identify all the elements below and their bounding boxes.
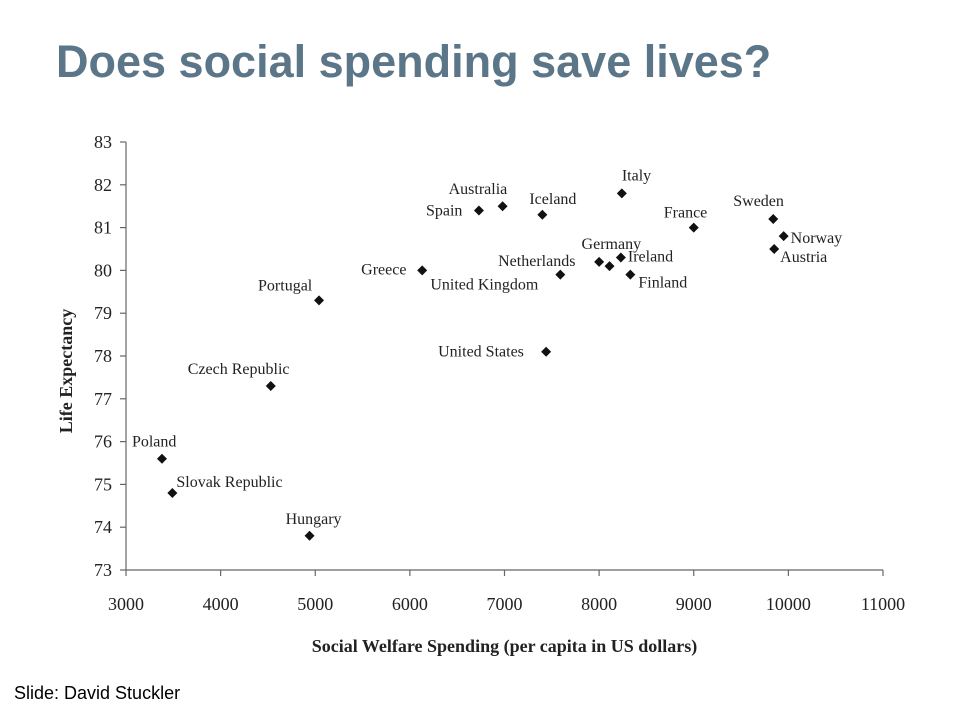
data-point-label: Hungary — [286, 511, 342, 528]
y-tick-label: 77 — [94, 389, 112, 409]
chart-point-labels: Poland Slovak Republic Czech Republic Hunga… — [132, 167, 842, 527]
data-point-label: Greece — [361, 261, 406, 278]
x-tick-label: 4000 — [203, 594, 239, 614]
data-point-marker — [417, 265, 428, 276]
data-point-marker — [167, 487, 178, 498]
x-tick-label: 5000 — [297, 594, 333, 614]
scatter-chart: 3000 4000 5000 6000 7000 8000 9000 10000 11000 73… — [56, 132, 905, 657]
x-tick-label: 3000 — [108, 594, 144, 614]
x-tick-label: 8000 — [581, 594, 617, 614]
x-tick-label: 9000 — [676, 594, 712, 614]
data-point-label: Portugal — [258, 277, 313, 294]
data-point-marker — [778, 231, 789, 242]
data-point-label: Australia — [449, 181, 508, 198]
x-tick-label: 6000 — [392, 594, 428, 614]
data-point-marker — [265, 380, 276, 391]
x-axis-title: Social Welfare Spending (per capita in U… — [312, 636, 698, 657]
slide-footer: Slide: David Stuckler — [14, 683, 181, 703]
y-tick-label: 73 — [94, 560, 112, 580]
data-point-marker — [314, 295, 325, 306]
y-tick-label: 82 — [94, 175, 112, 195]
y-tick-label: 81 — [94, 218, 112, 238]
data-point-marker — [537, 209, 548, 220]
data-point-marker — [304, 530, 315, 541]
data-point-label: Norway — [791, 230, 843, 247]
data-point-marker — [594, 256, 605, 267]
data-point-label: Austria — [780, 249, 827, 266]
data-point-marker — [769, 244, 780, 254]
data-point-label: Ireland — [628, 249, 673, 266]
data-point-label: United Kingdom — [430, 277, 539, 294]
data-point-label: Finland — [638, 275, 687, 292]
data-point-marker — [541, 346, 552, 357]
y-tick-label: 80 — [94, 260, 112, 280]
x-tick-label: 11000 — [861, 594, 905, 614]
data-point-marker — [615, 252, 626, 263]
data-point-marker — [688, 222, 699, 233]
data-point-marker — [473, 205, 484, 216]
data-point-label: Italy — [622, 167, 651, 184]
data-point-label: France — [664, 205, 708, 222]
data-point-label: United States — [438, 344, 524, 361]
data-point-marker — [768, 214, 779, 225]
y-tick-label: 75 — [94, 474, 112, 494]
data-point-label: Netherlands — [498, 253, 575, 270]
y-tick-label: 74 — [94, 517, 112, 537]
data-point-label: Sweden — [733, 193, 784, 210]
data-point-marker — [555, 269, 566, 280]
y-tick-label: 79 — [94, 303, 112, 323]
data-point-label: Germany — [582, 236, 642, 253]
data-point-marker — [497, 201, 508, 212]
data-point-marker — [156, 453, 167, 464]
data-point-label: Iceland — [529, 191, 576, 208]
data-point-marker — [625, 269, 636, 280]
chart-ticks: 3000 4000 5000 6000 7000 8000 9000 10000 11000 73… — [94, 132, 905, 614]
data-point-label: Slovak Republic — [176, 474, 282, 491]
y-tick-label: 76 — [94, 432, 112, 452]
y-tick-label: 83 — [94, 132, 112, 152]
data-point-label: Spain — [426, 202, 462, 219]
y-tick-label: 78 — [94, 346, 112, 366]
x-tick-label: 10000 — [766, 594, 811, 614]
x-tick-label: 7000 — [487, 594, 523, 614]
slide-title: Does social spending save lives? — [56, 36, 772, 87]
chart-points — [156, 188, 789, 541]
data-point-marker — [616, 188, 627, 199]
data-point-label: Czech Republic — [188, 361, 290, 378]
data-point-label: Poland — [132, 434, 176, 451]
data-point-marker — [604, 261, 615, 272]
y-axis-title: Life Expectancy — [56, 309, 76, 433]
